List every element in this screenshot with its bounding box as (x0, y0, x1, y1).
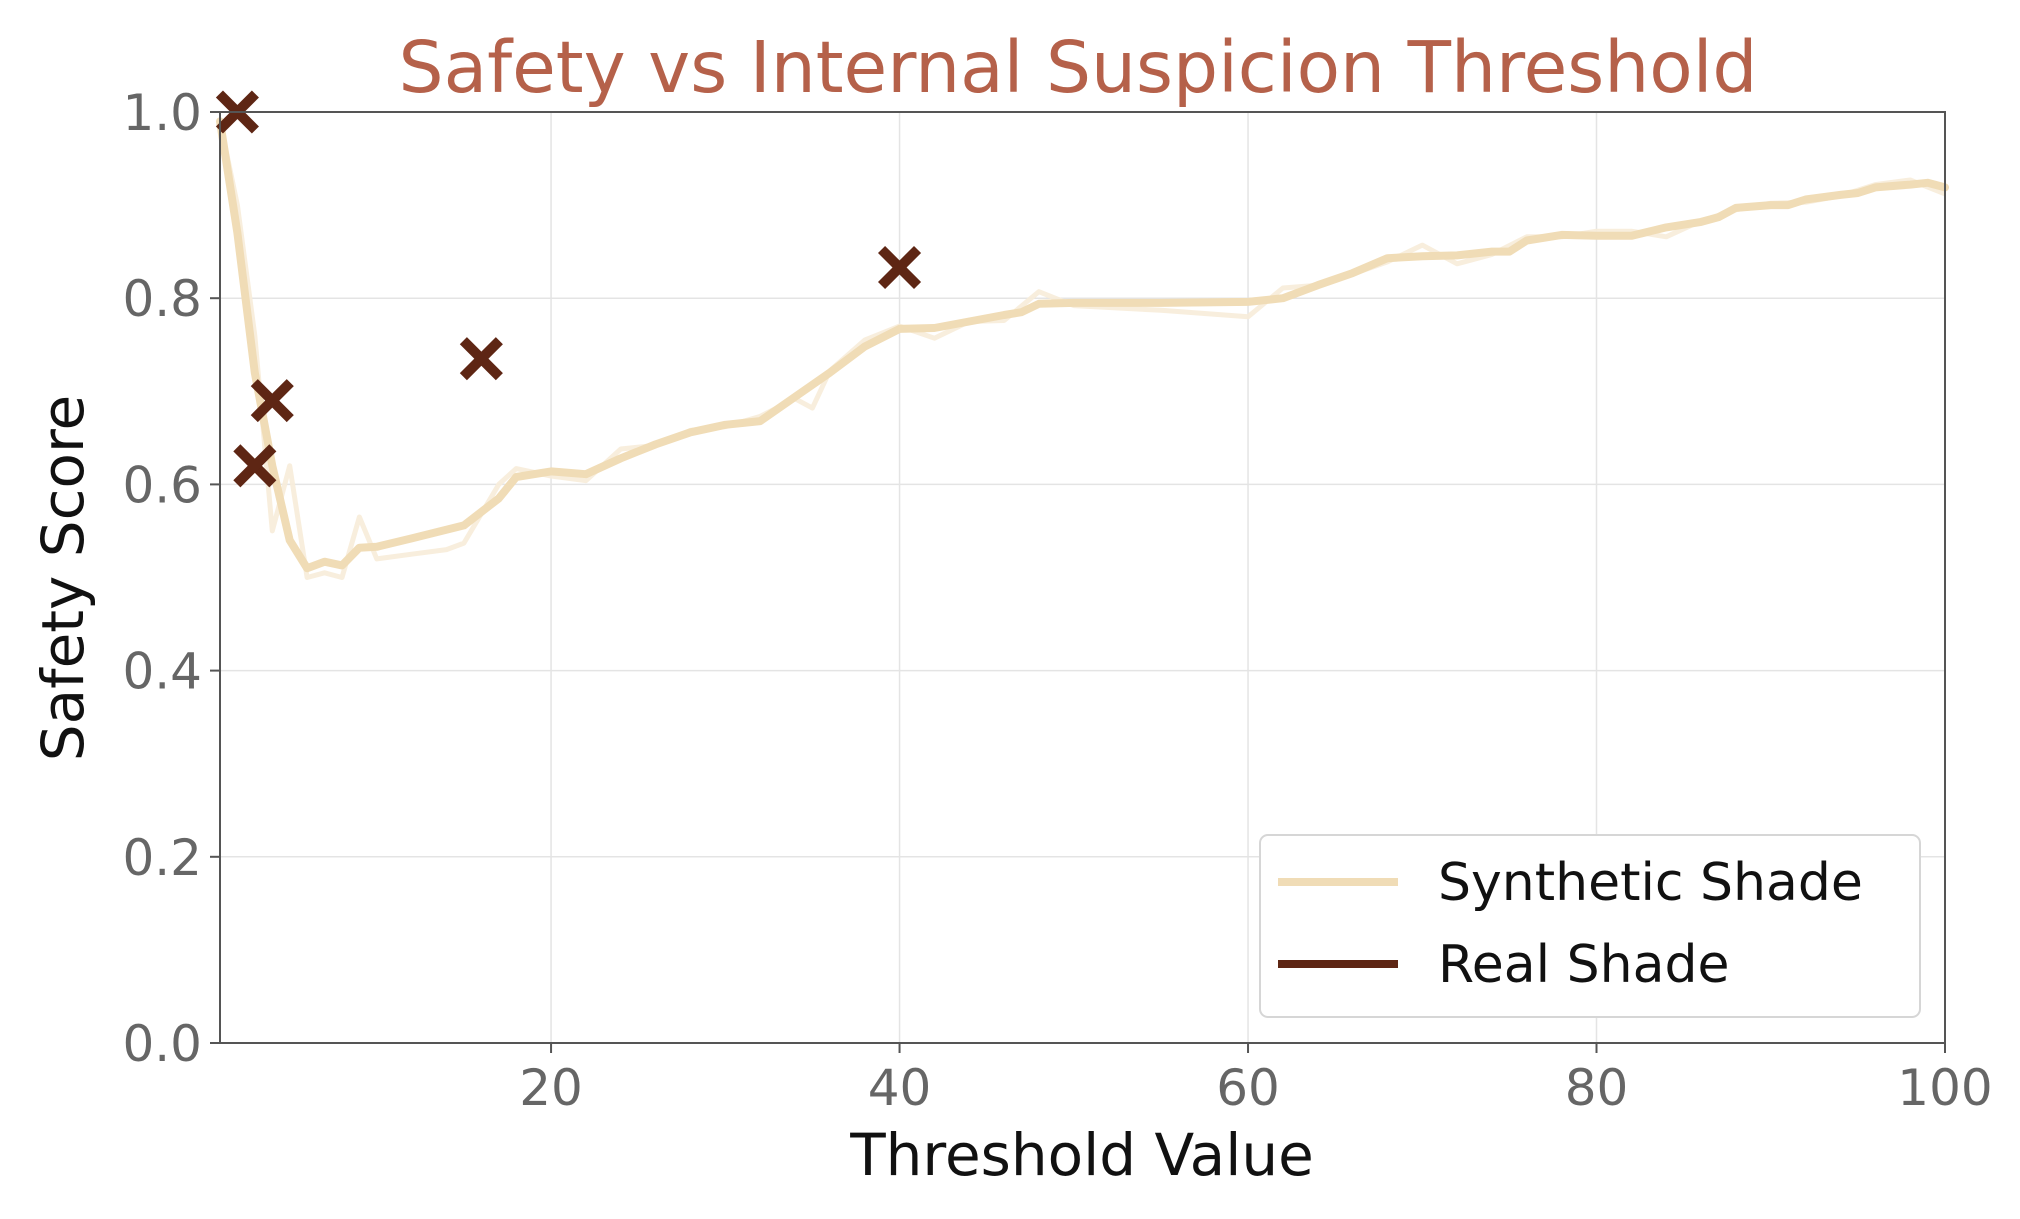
x-tick-label: 80 (1565, 1059, 1629, 1117)
x-axis-label: Threshold Value (849, 1121, 1314, 1189)
y-tick-label: 1.0 (122, 84, 202, 142)
x-tick-label: 40 (868, 1059, 932, 1117)
y-tick-label: 0.2 (122, 829, 202, 887)
real-shade-point (878, 245, 922, 290)
legend-label-synthetic: Synthetic Shade (1438, 853, 1863, 913)
chart-title: Safety vs Internal Suspicion Threshold (399, 26, 1758, 109)
x-tick-label: 100 (1897, 1059, 1992, 1117)
y-tick-label: 0.0 (122, 1015, 202, 1073)
real-shade-point (250, 379, 294, 423)
y-tick-label: 0.4 (122, 643, 202, 701)
x-tick-label: 60 (1216, 1059, 1280, 1117)
y-tick-label: 0.6 (122, 456, 202, 514)
legend-label-real: Real Shade (1438, 935, 1729, 995)
y-tick-label: 0.8 (122, 270, 202, 328)
real-shade-point (233, 444, 277, 488)
legend: Synthetic Shade Real Shade (1259, 834, 1921, 1018)
real-shade-point (459, 337, 503, 381)
legend-box (1259, 834, 1921, 1018)
plot-frame (219, 111, 1946, 1044)
x-tick-label: 20 (519, 1059, 583, 1117)
synthetic-shade-line (216, 117, 1949, 573)
y-axis-label: Safety Score (29, 395, 97, 761)
axis-ticks: 20 40 60 80 100 0.0 0.2 0.4 0.6 0.8 1.0 (122, 84, 1992, 1117)
